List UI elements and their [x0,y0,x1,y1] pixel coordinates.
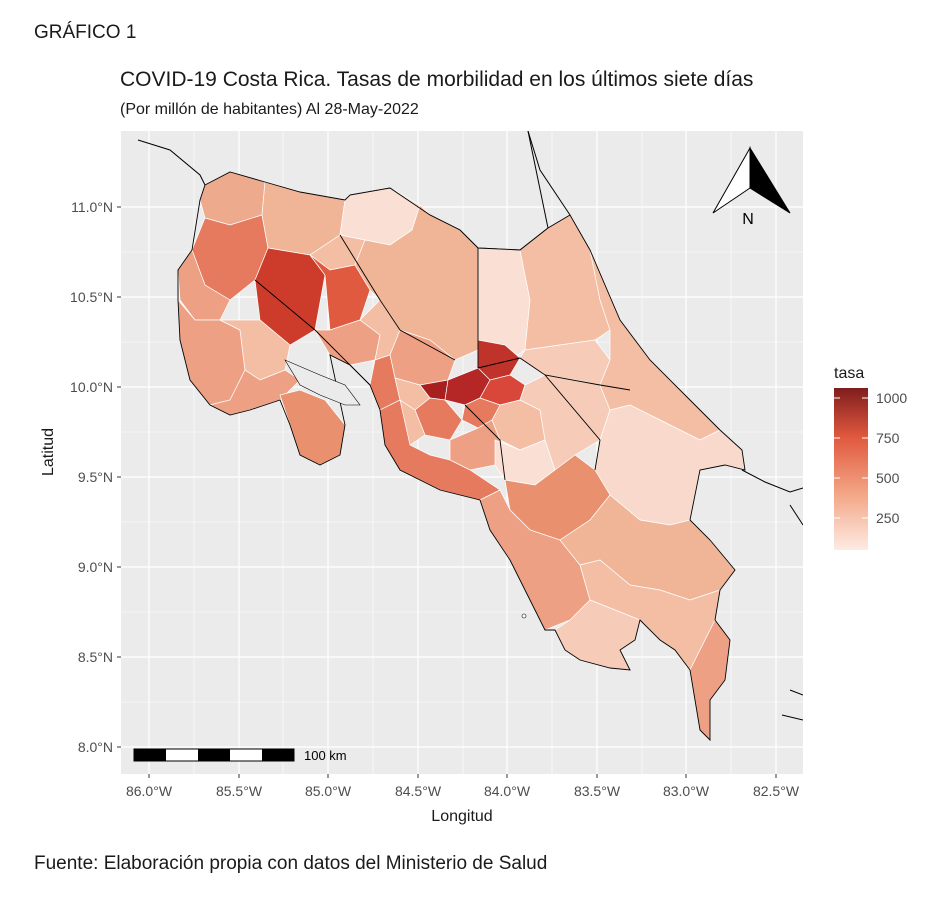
north-arrow-label: N [742,211,754,228]
legend-tick-label: 250 [876,510,900,526]
x-tick-label: 82.5°W [753,783,800,799]
y-tick-label: 8.0°N [78,739,113,755]
y-tick-label: 10.5°N [70,289,113,305]
x-tick-label: 85.0°W [305,783,352,799]
legend-tick-label: 1000 [876,390,907,406]
province-boundaries [177,171,746,742]
map-subtitle: (Por millón de habitantes) Al 28-May-202… [120,101,419,118]
north-arrow: N [712,146,791,228]
x-tick-label: 85.5°W [216,783,263,799]
y-tick-label: 8.5°N [78,649,113,665]
scale-bar: 100 km [133,748,347,763]
x-tick-label: 86.0°W [126,783,173,799]
source-note: Fuente: Elaboración propia con datos del… [34,853,548,874]
y-axis [117,206,121,748]
legend-tick-label: 750 [876,430,900,446]
x-tick-label: 84.5°W [395,783,442,799]
y-tick-label: 10.0°N [70,379,113,395]
region-bagaces [309,254,371,331]
legend-tick-label: 500 [876,470,900,486]
legend: tasa 1000 750 500 250 [834,365,907,550]
x-axis-title: Longitud [431,808,492,825]
x-tick-label: 83.0°W [663,783,710,799]
legend-colorbar [834,388,868,550]
x-tick-label: 84.0°W [484,783,531,799]
caribbean-coastline [527,131,571,216]
map-title: COVID-19 Costa Rica. Tasas de morbilidad… [120,68,754,91]
y-tick-label: 11.0°N [71,199,113,215]
panama-coastline [741,469,803,721]
legend-title: tasa [834,365,864,382]
y-axis-title: Latitud [40,428,57,476]
figure-label: GRÁFICO 1 [34,22,137,43]
x-axis [148,774,777,778]
gulf-of-nicoya [284,359,361,406]
x-tick-label: 83.5°W [574,783,621,799]
y-tick-label: 9.5°N [78,469,113,485]
scale-bar-label: 100 km [304,748,347,763]
y-tick-label: 9.0°N [78,559,113,575]
isla-del-caño [521,613,527,619]
